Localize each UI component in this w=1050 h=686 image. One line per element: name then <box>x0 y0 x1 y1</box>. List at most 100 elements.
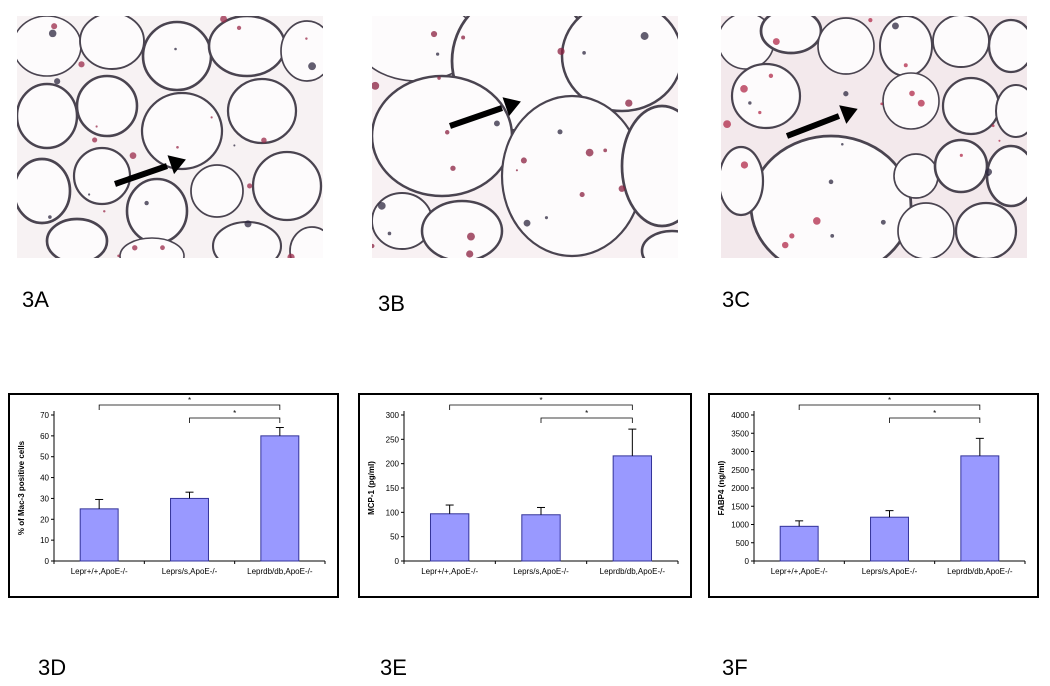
y-tick-label: 1500 <box>731 502 749 511</box>
adipocyte-cell <box>897 202 955 258</box>
x-category-label: Leprdb/db,ApoE-/- <box>247 567 313 576</box>
adipocyte-cell <box>251 150 323 222</box>
stain-spot <box>51 23 58 30</box>
y-tick-label: 0 <box>395 557 400 566</box>
panel-label-3a: 3A <box>22 287 49 312</box>
stain-spot <box>160 245 165 251</box>
significance-star: * <box>188 396 191 405</box>
adipocyte-cell <box>893 153 939 199</box>
stain-spot <box>880 219 886 225</box>
adipocyte-cell <box>987 18 1027 74</box>
adipocyte-cell <box>640 229 678 258</box>
stain-spot <box>117 254 120 258</box>
stain-spot <box>603 148 608 153</box>
adipocyte-cell <box>17 157 72 225</box>
bar <box>429 513 470 562</box>
adipocyte-cell <box>759 16 823 55</box>
stain-spot <box>87 193 91 196</box>
stain-spot <box>585 148 594 157</box>
stain-spot <box>841 142 844 146</box>
significance-bracket <box>798 404 981 410</box>
y-tick-label: 60 <box>40 432 49 441</box>
x-category-label: Leprs/s,ApoE-/- <box>162 567 218 576</box>
stain-spot <box>220 16 228 23</box>
y-tick-label: 50 <box>40 453 49 462</box>
micrograph-3c <box>721 16 1027 258</box>
stain-spot <box>103 210 106 213</box>
stain-spot <box>557 47 565 55</box>
stain-spot <box>557 129 563 135</box>
adipocyte-cell <box>749 134 913 258</box>
stain-spot <box>959 153 963 157</box>
stain-spot <box>985 168 993 176</box>
panel-label-3b: 3B <box>378 291 405 316</box>
stain-spot <box>435 52 440 56</box>
stain-spot <box>758 110 762 115</box>
stain-spot <box>520 157 527 164</box>
error-bar <box>795 520 804 527</box>
significance-star: * <box>539 396 542 405</box>
stain-spot <box>129 152 137 159</box>
adipocyte-cell <box>721 145 765 217</box>
stain-spot <box>998 139 1001 142</box>
y-tick-label: 2000 <box>731 484 749 493</box>
y-tick-label: 50 <box>390 533 399 542</box>
stain-spot <box>582 51 586 55</box>
adipocyte-cell <box>932 16 990 68</box>
significance-bracket <box>540 417 633 423</box>
adipocyte-cell <box>141 20 213 92</box>
stain-spot <box>523 219 531 227</box>
stain-spot <box>909 90 915 97</box>
stain-spot <box>233 144 236 147</box>
stain-spot <box>132 245 138 251</box>
adipocyte-cell <box>72 146 132 206</box>
stain-spot <box>891 22 899 30</box>
significance-bracket <box>189 417 281 423</box>
stain-spot <box>450 165 456 171</box>
adipocyte-cell <box>817 17 875 75</box>
stain-spot <box>740 161 749 169</box>
adipocyte-cells <box>372 16 678 258</box>
stain-spot <box>579 192 585 198</box>
error-bar <box>185 491 194 499</box>
adipocyte-cell <box>985 144 1027 208</box>
adipocyte-cell <box>372 74 514 198</box>
y-tick-label: 2500 <box>731 466 749 475</box>
y-tick-label: 20 <box>40 515 49 524</box>
adipocyte-cell <box>941 76 1001 136</box>
adipocyte-cell <box>995 84 1027 138</box>
stain-spots <box>372 30 649 258</box>
stain-spot <box>247 183 253 189</box>
bar <box>260 435 300 562</box>
adipocyte-cells <box>17 16 323 258</box>
significance-star: * <box>888 396 891 405</box>
stain-spot <box>515 169 518 172</box>
adipocyte-cell <box>75 74 139 138</box>
bar <box>870 516 909 562</box>
error-bar <box>95 498 104 509</box>
adipocyte-cell <box>560 16 678 113</box>
stain-spot <box>544 216 549 220</box>
stain-spot <box>305 37 308 40</box>
stain-spot <box>625 99 633 107</box>
y-tick-label: 40 <box>40 474 49 483</box>
stain-spot <box>78 61 85 68</box>
stain-spot <box>466 250 474 258</box>
bar <box>960 455 1000 562</box>
stain-spot <box>991 124 995 128</box>
adipocyte-cell <box>207 16 287 78</box>
bar <box>170 497 209 562</box>
y-tick-label: 300 <box>386 411 400 420</box>
adipocyte-cell <box>17 82 79 150</box>
error-bar <box>628 428 637 456</box>
error-bar <box>885 510 894 518</box>
stain-spot <box>287 253 295 258</box>
stain-spot <box>176 145 179 149</box>
adipocyte-cell <box>954 201 1018 258</box>
adipocyte-cell <box>79 16 145 70</box>
significance-star: * <box>933 409 936 418</box>
x-category-label: Leprdb/db,ApoE-/- <box>947 567 1013 576</box>
y-tick-label: 30 <box>40 494 49 503</box>
stain-spot <box>768 73 774 78</box>
y-tick-label: 3000 <box>731 448 749 457</box>
